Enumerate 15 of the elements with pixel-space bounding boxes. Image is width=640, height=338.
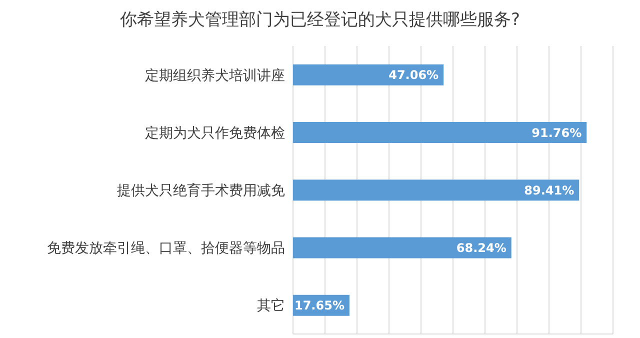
bar xyxy=(293,64,444,86)
bar xyxy=(293,180,580,201)
data-label: 17.65% xyxy=(294,298,344,313)
y-tick-label: 定期为犬只作免费体检 xyxy=(145,125,285,142)
data-label: 91.76% xyxy=(532,126,582,140)
data-label: 47.06% xyxy=(388,68,439,82)
y-tick-label: 其它 xyxy=(257,298,285,314)
y-tick-label: 定期组织养犬培训讲座 xyxy=(145,68,285,84)
y-tick-label: 免费发放牵引绳、口罩、拾便器等物品 xyxy=(47,240,285,257)
y-tick-label: 提供犬只绝育手术费用减免 xyxy=(117,182,285,199)
bar xyxy=(293,122,587,144)
data-label: 68.24% xyxy=(456,240,506,255)
bar xyxy=(293,237,512,258)
data-label: 89.41% xyxy=(524,183,574,198)
chart-title: 你希望养犬管理部门为已经登记的犬只提供哪些服务? xyxy=(118,9,522,31)
